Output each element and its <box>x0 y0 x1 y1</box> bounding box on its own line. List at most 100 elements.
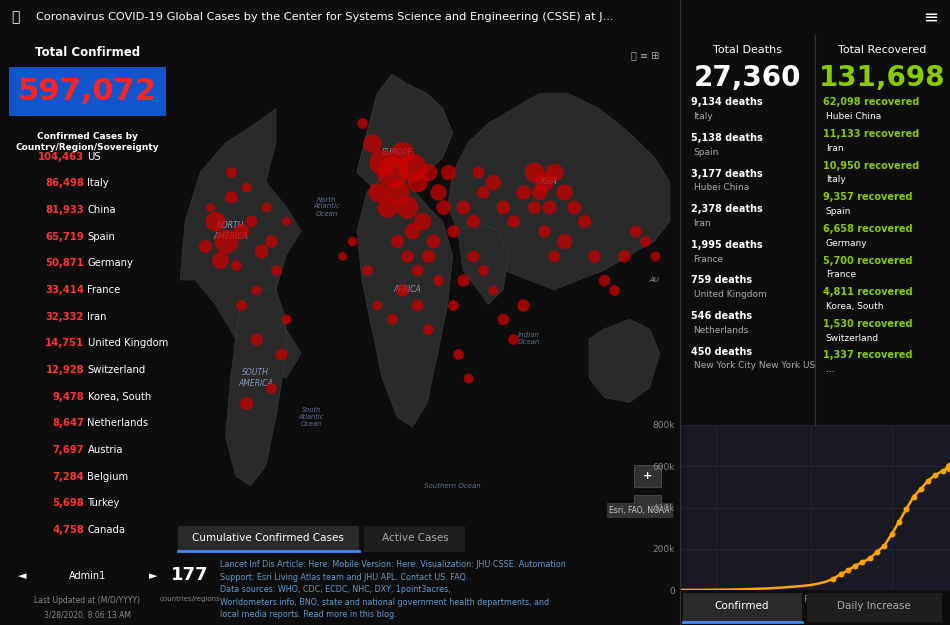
Point <box>440 168 455 177</box>
Text: Total Recovered: Total Recovered <box>838 45 926 55</box>
Text: EUROPE: EUROPE <box>382 148 413 157</box>
Point <box>516 187 531 197</box>
Point <box>233 299 248 309</box>
Text: 12,928: 12,928 <box>46 365 84 375</box>
Text: Korea, South: Korea, South <box>87 392 151 402</box>
Point <box>400 201 415 211</box>
Polygon shape <box>447 94 670 290</box>
Point <box>496 201 511 211</box>
Text: 5,700 recovered: 5,700 recovered <box>823 256 913 266</box>
Text: Austria: Austria <box>87 445 123 455</box>
Text: AFRICA: AFRICA <box>393 285 421 294</box>
Text: 27,360: 27,360 <box>694 64 801 92</box>
Point <box>420 324 435 334</box>
Point <box>374 158 390 168</box>
FancyBboxPatch shape <box>683 592 802 622</box>
Point <box>485 177 501 187</box>
Text: 81,933: 81,933 <box>46 205 84 215</box>
Point <box>238 398 254 408</box>
Point <box>455 201 470 211</box>
Point <box>446 299 461 309</box>
Text: 5,138 deaths: 5,138 deaths <box>691 133 763 143</box>
Text: 11,133 recovered: 11,133 recovered <box>823 129 920 139</box>
Point <box>233 226 248 236</box>
Text: Last Updated at (M/D/YYYY): Last Updated at (M/D/YYYY) <box>34 596 141 605</box>
Point <box>365 138 380 148</box>
Point <box>461 373 476 383</box>
Point <box>546 251 561 261</box>
Text: Coronavirus COVID-19 Global Cases by the Center for Systems Science and Engineer: Coronavirus COVID-19 Global Cases by the… <box>36 12 614 22</box>
Point <box>450 349 465 359</box>
Text: 50,871: 50,871 <box>46 258 84 268</box>
Text: SOUTH
AMERICA: SOUTH AMERICA <box>238 368 274 388</box>
Point <box>409 299 425 309</box>
Point <box>557 236 572 246</box>
Text: 65,719: 65,719 <box>46 232 84 242</box>
Point <box>826 574 841 584</box>
Point <box>470 168 485 177</box>
Text: +: + <box>642 471 652 481</box>
Point <box>218 236 233 246</box>
Point <box>409 177 425 187</box>
Point <box>370 299 385 309</box>
Text: 177: 177 <box>171 566 209 584</box>
Text: 🔖 ≡ ⊞: 🔖 ≡ ⊞ <box>632 50 660 60</box>
Text: Iran: Iran <box>87 312 107 322</box>
Point <box>420 251 435 261</box>
Point <box>921 476 936 486</box>
Point <box>877 541 892 551</box>
Point <box>213 256 228 266</box>
Point <box>577 216 592 226</box>
Text: Daily Increase: Daily Increase <box>838 601 911 611</box>
Point <box>869 547 884 557</box>
Text: 131,698: 131,698 <box>819 64 946 92</box>
Text: countries/regions: countries/regions <box>160 596 220 602</box>
Text: Italy: Italy <box>826 176 846 184</box>
Text: Hubei China: Hubei China <box>826 112 881 121</box>
Text: Belgium: Belgium <box>87 472 128 482</box>
FancyBboxPatch shape <box>634 465 661 487</box>
Text: 86,498: 86,498 <box>46 178 84 188</box>
Text: ASIA: ASIA <box>540 177 558 186</box>
Text: United Kingdom: United Kingdom <box>87 338 168 348</box>
Text: Admin1: Admin1 <box>68 571 106 581</box>
Text: 1,530 recovered: 1,530 recovered <box>823 319 913 329</box>
Polygon shape <box>357 173 453 427</box>
Text: New York City New York US: New York City New York US <box>694 361 815 371</box>
Point <box>485 285 501 295</box>
Polygon shape <box>225 290 286 486</box>
Text: Korea, South: Korea, South <box>826 302 884 311</box>
Point <box>415 216 430 226</box>
FancyBboxPatch shape <box>178 526 359 552</box>
Point <box>855 557 870 567</box>
Point <box>238 182 254 192</box>
Text: 14,751: 14,751 <box>45 338 84 348</box>
Point <box>913 484 928 494</box>
Text: Germany: Germany <box>826 239 867 248</box>
Point <box>637 236 653 246</box>
Point <box>385 314 400 324</box>
Text: Lancet Inf Dis Article: Here. Mobile Version: Here. Visualization: JHU CSSE. Aut: Lancet Inf Dis Article: Here. Mobile Ver… <box>220 560 566 619</box>
Point <box>278 314 294 324</box>
Point <box>455 275 470 285</box>
Polygon shape <box>180 109 301 378</box>
Point <box>942 462 950 472</box>
Point <box>274 349 289 359</box>
Point <box>928 470 943 480</box>
Point <box>390 187 405 197</box>
Text: 546 deaths: 546 deaths <box>691 311 752 321</box>
Point <box>334 251 350 261</box>
Point <box>496 314 511 324</box>
Text: 9,134 deaths: 9,134 deaths <box>691 98 763 107</box>
Text: 3/28/2020, 8:06:13 AM: 3/28/2020, 8:06:13 AM <box>44 611 131 620</box>
Point <box>627 226 642 236</box>
Text: Switzerland: Switzerland <box>826 334 879 342</box>
Text: −: − <box>642 501 652 511</box>
Text: Germany: Germany <box>87 258 133 268</box>
Text: Spain: Spain <box>694 148 719 157</box>
Point <box>394 285 409 295</box>
Text: 759 deaths: 759 deaths <box>691 276 752 286</box>
Point <box>847 561 863 571</box>
Text: Cumulative Confirmed Cases: Cumulative Confirmed Cases <box>193 532 344 542</box>
Point <box>223 168 238 177</box>
